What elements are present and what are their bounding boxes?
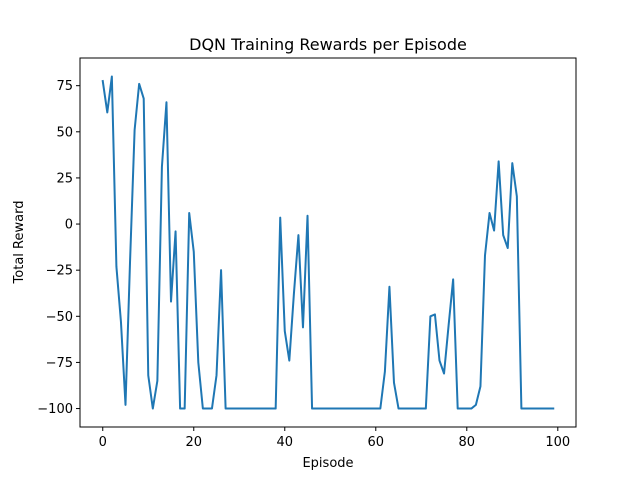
chart-title: DQN Training Rewards per Episode — [189, 35, 467, 54]
y-tick-label: 0 — [65, 218, 73, 233]
series-line-0 — [103, 76, 554, 408]
x-tick-label: 0 — [99, 435, 107, 450]
x-tick-label: 20 — [185, 435, 202, 450]
y-tick-label: −50 — [46, 310, 73, 325]
y-tick-label: 50 — [56, 125, 73, 140]
plot-frame — [80, 58, 576, 427]
plot-layer — [103, 76, 554, 408]
x-tick-label: 100 — [545, 435, 570, 450]
x-axis-label: Episode — [302, 456, 353, 471]
x-tick-label: 40 — [276, 435, 293, 450]
y-tick-label: 25 — [56, 171, 73, 186]
x-tick-label: 60 — [368, 435, 385, 450]
y-axis-label: Total Reward — [12, 201, 27, 285]
y-tick-label: −25 — [46, 264, 73, 279]
y-tick-label: −100 — [37, 402, 73, 417]
y-tick-label: 75 — [56, 79, 73, 94]
y-tick-label: −75 — [46, 356, 73, 371]
x-tick-label: 80 — [459, 435, 476, 450]
